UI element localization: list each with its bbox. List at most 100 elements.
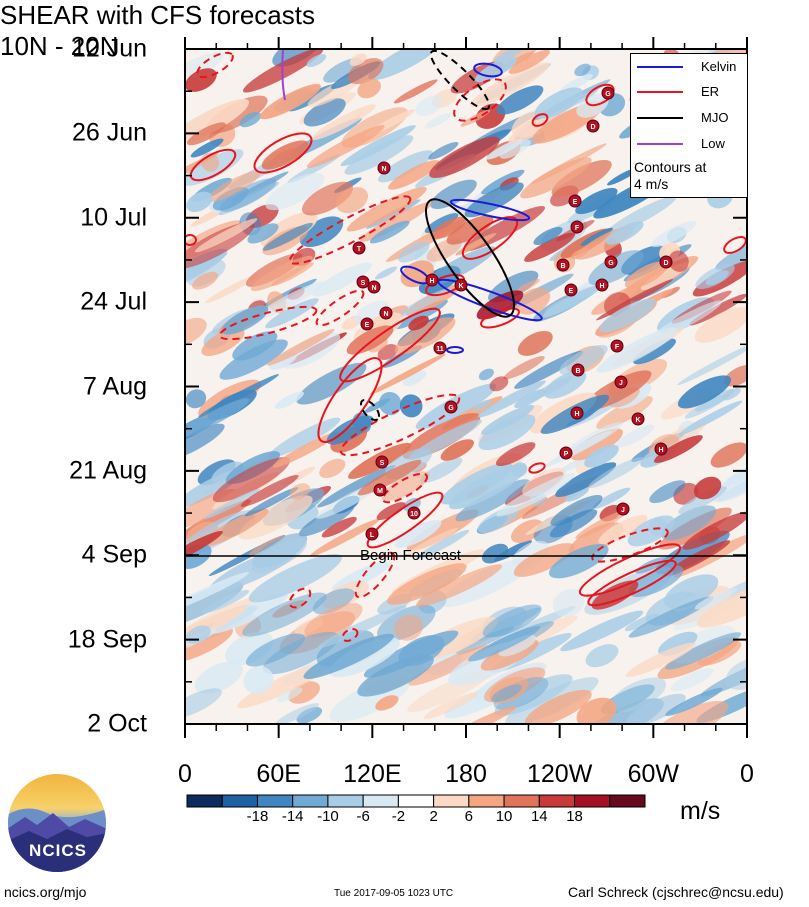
storm-marker-dot xyxy=(610,339,624,353)
storm-label: N xyxy=(383,311,388,318)
field-cell xyxy=(710,442,747,468)
field-cell xyxy=(378,150,433,183)
field-core xyxy=(496,85,544,115)
colorbar-tick-label: -6 xyxy=(356,808,370,825)
storm-label: N xyxy=(371,285,376,292)
field-cell xyxy=(394,614,424,641)
field-cell xyxy=(201,327,245,357)
er-contour xyxy=(315,289,365,327)
x-tick-label: 60E xyxy=(256,760,301,788)
storm-marker: K xyxy=(454,278,468,292)
field-cell xyxy=(363,630,459,678)
colorbar-segment xyxy=(433,794,470,808)
legend-kelvin: Kelvin xyxy=(631,58,747,76)
er-contour xyxy=(381,472,429,504)
field-cell xyxy=(544,370,587,399)
field-cell xyxy=(424,213,459,234)
field-cell xyxy=(633,338,676,365)
field-cell xyxy=(477,380,546,418)
er-contour xyxy=(288,587,312,609)
field-cell xyxy=(353,300,390,325)
er-contour xyxy=(218,305,318,341)
colorbar-segment xyxy=(292,794,329,808)
field-cell xyxy=(395,299,448,330)
field-cell xyxy=(298,504,355,537)
storm-marker-dot xyxy=(356,275,370,289)
field-cell xyxy=(513,543,575,577)
colorbar-segment xyxy=(574,794,611,808)
storm-marker-dot xyxy=(407,506,421,520)
field-cell xyxy=(312,588,355,615)
field-cell xyxy=(381,471,430,502)
storm-marker-dot xyxy=(365,527,379,541)
field-core xyxy=(476,290,524,320)
field-cell xyxy=(243,666,274,695)
field-cell xyxy=(368,49,443,81)
field-cell xyxy=(694,307,747,343)
field-cell xyxy=(265,298,319,329)
footer-url[interactable]: ncics.org/mjo xyxy=(4,884,87,900)
field-cell xyxy=(605,221,644,245)
field-cell xyxy=(185,389,207,409)
storm-marker: J xyxy=(616,502,630,516)
field-cell xyxy=(262,222,313,251)
storm-marker-dot xyxy=(564,283,578,297)
field-cell xyxy=(185,688,222,719)
logo-text: NCICS xyxy=(29,841,87,860)
field-cell xyxy=(544,297,573,316)
er-contour xyxy=(578,543,682,597)
field-cell xyxy=(276,703,319,724)
field-cell xyxy=(624,261,668,289)
field-cell xyxy=(376,502,406,521)
field-cell xyxy=(349,53,367,66)
field-cell xyxy=(319,458,346,479)
field-cell xyxy=(495,442,536,467)
storm-marker: E xyxy=(564,283,578,297)
field-cell xyxy=(498,634,537,657)
field-cell xyxy=(267,328,335,366)
field-cell xyxy=(186,191,213,212)
storm-marker: K xyxy=(631,412,645,426)
storm-marker: F xyxy=(570,220,584,234)
field-cell xyxy=(408,315,429,331)
storm-marker-dot xyxy=(360,317,374,331)
field-cell xyxy=(478,414,536,451)
colorbar-tick-label: 10 xyxy=(495,808,513,825)
field-cell xyxy=(467,626,541,662)
legend: Kelvin ER MJO Low Contours at 4 m/s xyxy=(630,53,748,198)
storm-marker: L xyxy=(365,527,379,541)
field-cell xyxy=(289,483,311,500)
field-cell xyxy=(649,480,686,504)
x-tick-label: 0 xyxy=(178,760,192,788)
storm-marker: B xyxy=(571,363,585,377)
storm-marker: H xyxy=(425,273,439,287)
field-cell xyxy=(489,376,509,392)
field-cell xyxy=(654,435,703,463)
storm-label: T xyxy=(357,246,362,253)
storm-marker-dot xyxy=(367,280,381,294)
field-cell xyxy=(565,487,590,502)
mjo-contour xyxy=(424,198,516,318)
field-cell xyxy=(194,218,258,253)
storm-marker: J xyxy=(614,375,628,389)
storm-label: K xyxy=(635,417,640,424)
storm-label: N xyxy=(381,166,386,173)
storm-marker: 11 xyxy=(433,341,447,355)
storm-label: S xyxy=(380,460,385,467)
field-cell xyxy=(403,527,458,558)
storm-marker: D xyxy=(659,255,673,269)
field-cell xyxy=(420,457,463,483)
field-cell xyxy=(520,157,592,199)
field-cell xyxy=(448,464,527,510)
colorbar-segment xyxy=(256,794,294,808)
kelvin-contour xyxy=(473,62,503,78)
field-cell xyxy=(588,457,644,489)
storm-marker: G xyxy=(604,255,618,269)
er-contour xyxy=(723,236,747,254)
storm-label: L xyxy=(370,532,375,539)
field-cell xyxy=(357,459,422,496)
field-cell xyxy=(185,398,250,439)
colorbar-tick-label: -14 xyxy=(281,808,304,825)
storm-marker: S xyxy=(375,455,389,469)
field-cell xyxy=(306,54,327,68)
